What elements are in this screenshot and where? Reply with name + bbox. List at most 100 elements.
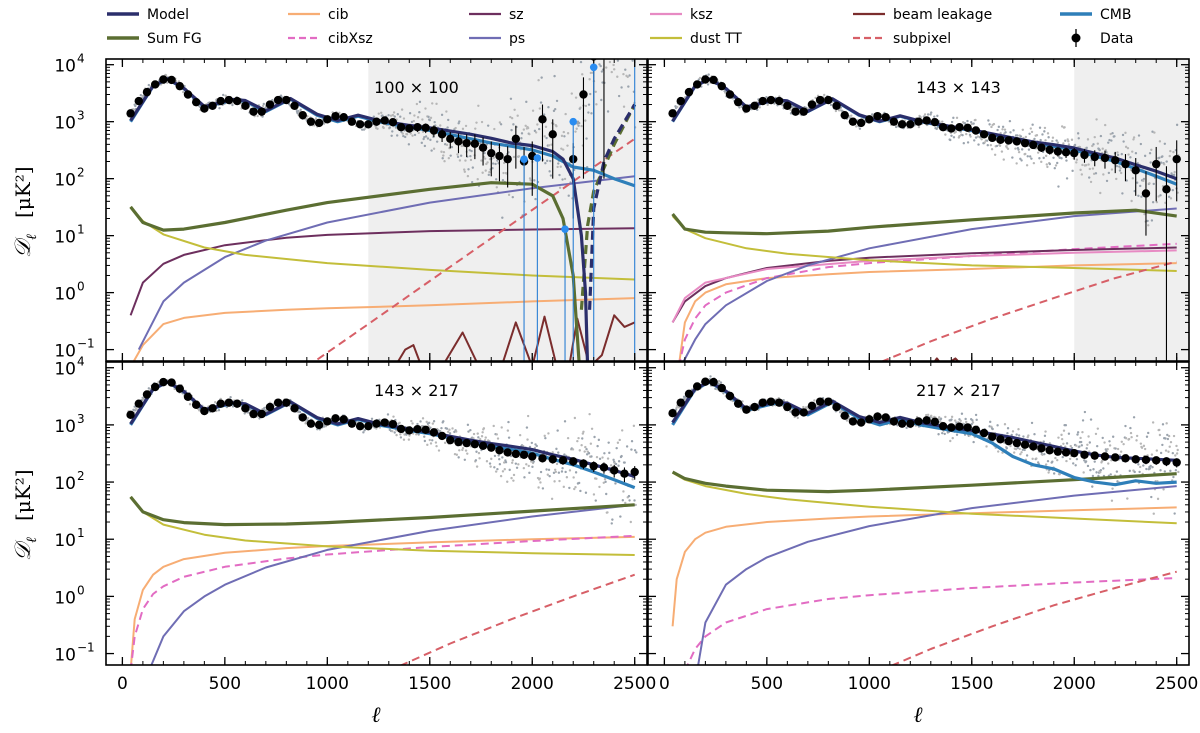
y-tick-label: 10 bbox=[54, 342, 76, 362]
scatter-point bbox=[182, 90, 185, 94]
data-point bbox=[257, 107, 266, 116]
data-point bbox=[1020, 440, 1030, 449]
scatter-point bbox=[1161, 443, 1164, 447]
data-point bbox=[1061, 148, 1071, 157]
scatter-point bbox=[971, 421, 975, 424]
series-dust bbox=[129, 496, 635, 556]
scatter-point bbox=[400, 108, 404, 111]
scatter-point bbox=[1091, 474, 1095, 478]
data-point bbox=[224, 95, 234, 105]
panel-frame bbox=[105, 361, 648, 666]
scatter-point bbox=[1006, 427, 1010, 430]
scatter-point bbox=[570, 92, 573, 95]
scatter-point bbox=[498, 121, 502, 124]
negative-data-point bbox=[589, 63, 598, 72]
scatter-point bbox=[990, 125, 993, 129]
scatter-point bbox=[1129, 431, 1133, 435]
scatter-point bbox=[1098, 148, 1101, 152]
scatter-point bbox=[392, 111, 396, 114]
scatter-point bbox=[217, 409, 221, 412]
scatter-point bbox=[941, 431, 944, 435]
scatter-point bbox=[395, 134, 399, 137]
scatter-point bbox=[147, 83, 151, 87]
scatter-point bbox=[1027, 148, 1031, 151]
scatter-point bbox=[1064, 424, 1068, 427]
scatter-point bbox=[584, 491, 588, 494]
scatter-point bbox=[1165, 422, 1168, 425]
scatter-point bbox=[1015, 162, 1018, 165]
scatter-point bbox=[490, 457, 493, 461]
binned-data bbox=[668, 75, 1181, 361]
scatter-point bbox=[429, 426, 432, 429]
scatter-point bbox=[261, 115, 264, 118]
scatter-point bbox=[443, 160, 446, 163]
y-tick-exponent: 1 bbox=[77, 526, 85, 540]
scatter-point bbox=[553, 480, 556, 483]
y-tick-label: 10 bbox=[54, 417, 76, 437]
scatter-point bbox=[612, 458, 615, 462]
scatter-point bbox=[963, 122, 967, 125]
scatter-point bbox=[522, 128, 526, 131]
scatter-point bbox=[555, 447, 558, 451]
scatter-point bbox=[1012, 451, 1016, 454]
series-beam bbox=[397, 314, 636, 361]
scatter-point bbox=[970, 122, 973, 126]
scatter-point bbox=[513, 108, 516, 111]
data-point bbox=[600, 43, 608, 51]
scatter-point bbox=[623, 46, 625, 48]
scatter-point bbox=[488, 170, 491, 174]
scatter-point bbox=[498, 463, 502, 466]
scatter-point bbox=[1030, 130, 1034, 134]
scatter-point bbox=[1022, 435, 1025, 438]
scatter-point bbox=[633, 449, 637, 452]
scatter-point bbox=[580, 444, 583, 447]
scatter-point bbox=[585, 447, 588, 451]
data-point bbox=[799, 107, 808, 116]
scatter-point bbox=[567, 194, 570, 197]
data-point bbox=[955, 123, 964, 132]
scatter-point bbox=[1064, 139, 1067, 142]
scatter-point bbox=[584, 32, 586, 34]
scatter-point bbox=[407, 143, 411, 146]
scatter-point bbox=[555, 462, 559, 466]
scatter-point bbox=[560, 470, 564, 473]
scatter-point bbox=[1001, 125, 1005, 129]
scatter-point bbox=[1150, 495, 1153, 499]
scatter-point bbox=[620, 454, 623, 458]
scatter-point bbox=[1047, 471, 1050, 474]
scatter-point bbox=[429, 138, 432, 142]
scatter-point bbox=[617, 464, 620, 467]
scatter-point bbox=[619, 37, 621, 39]
series-sz bbox=[129, 227, 635, 316]
scatter-point bbox=[1121, 133, 1125, 137]
scatter-point bbox=[550, 497, 554, 501]
scatter-point bbox=[989, 143, 993, 147]
scatter-point bbox=[965, 420, 968, 424]
scatter-point bbox=[601, 456, 604, 459]
data-point bbox=[183, 90, 193, 99]
scatter-point bbox=[458, 120, 461, 123]
scatter-point bbox=[1101, 147, 1104, 150]
scatter-point bbox=[547, 144, 551, 147]
scatter-point bbox=[407, 438, 411, 441]
scatter-point bbox=[1000, 150, 1004, 153]
scatter-point bbox=[974, 118, 977, 122]
data-point bbox=[126, 410, 135, 420]
scatter-point bbox=[434, 441, 438, 444]
scatter-point bbox=[498, 457, 501, 461]
scatter-point bbox=[608, 46, 610, 48]
scatter-point bbox=[1163, 163, 1166, 166]
data-point bbox=[396, 424, 406, 434]
scatter-point bbox=[1014, 447, 1018, 451]
scatter-point bbox=[858, 127, 862, 130]
scatter-point bbox=[464, 159, 467, 162]
scatter-point bbox=[574, 130, 577, 133]
scatter-point bbox=[1089, 418, 1093, 421]
scatter-point bbox=[584, 104, 588, 108]
scatter-point bbox=[624, 68, 627, 71]
scatter-point bbox=[1001, 128, 1004, 131]
x-tick-label: 1500 bbox=[408, 674, 451, 694]
data-point bbox=[1121, 159, 1130, 169]
scatter-point bbox=[1038, 157, 1041, 160]
